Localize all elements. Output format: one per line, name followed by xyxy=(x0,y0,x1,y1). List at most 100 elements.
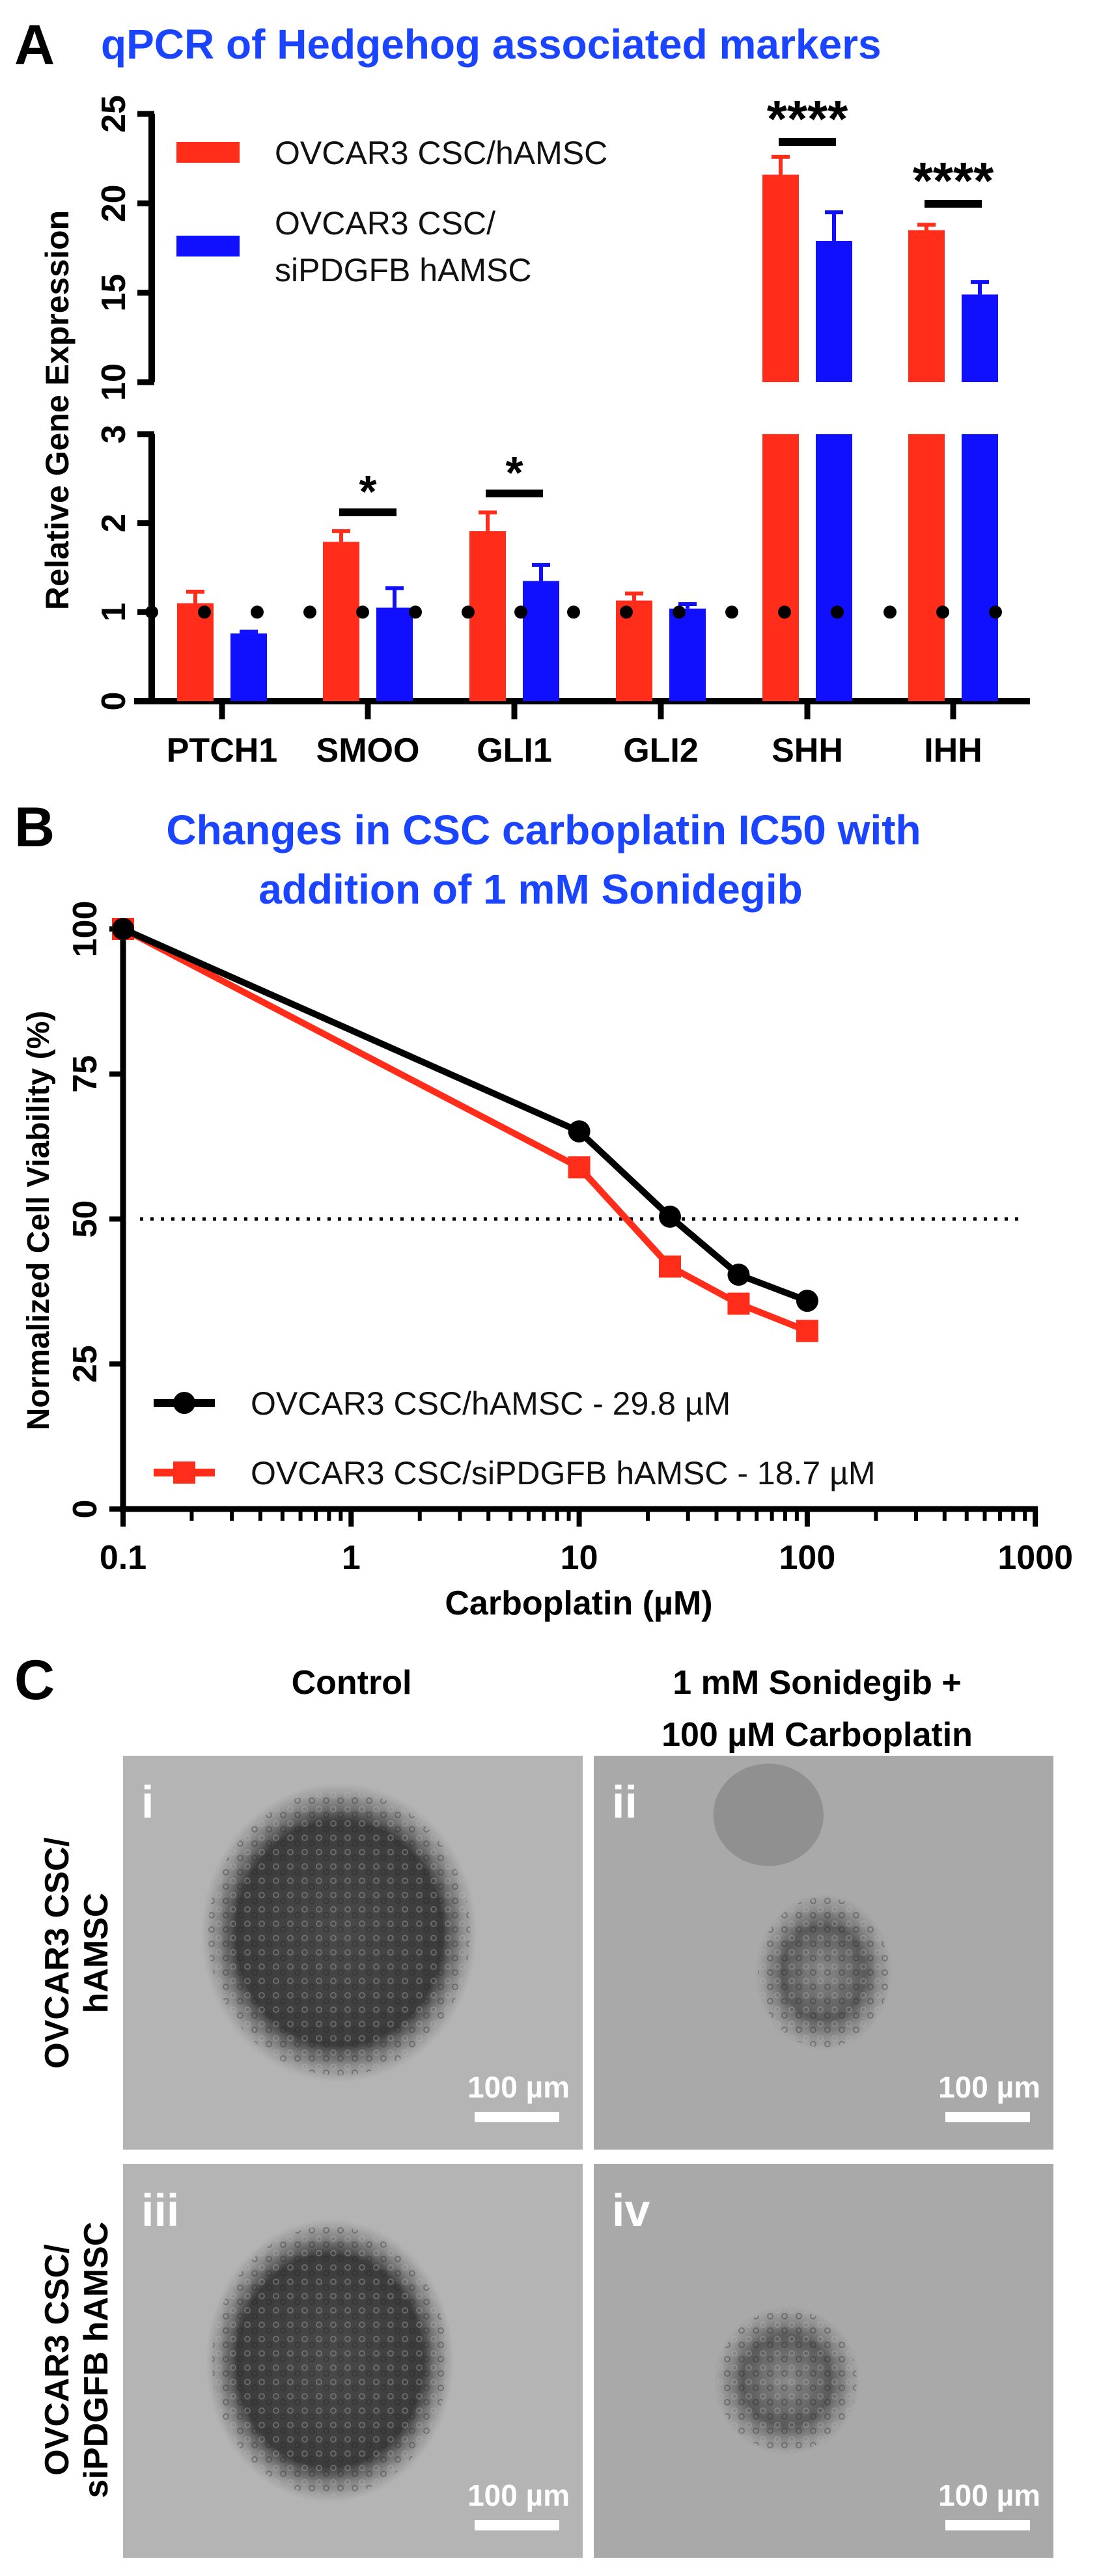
x-tick-label-shh: SHH xyxy=(772,732,843,769)
legend-swatch-hamsc xyxy=(176,142,240,163)
panel-a-title: qPCR of Hedgehog associated markers xyxy=(101,21,882,68)
x-tick-label: 10 xyxy=(561,1539,598,1577)
x-tick-label: 100 xyxy=(779,1539,836,1577)
bar-smoo-hamsc xyxy=(323,542,359,701)
scale-bar xyxy=(475,2520,559,2530)
cell-texture xyxy=(212,2226,448,2496)
y-tick-label: 2 xyxy=(95,514,133,533)
panel-a-legend: OVCAR3 CSC/hAMSC OVCAR3 CSC/siPDGFB hAMSC xyxy=(176,135,607,288)
bar-ptch1-hamsc xyxy=(177,603,214,701)
cell-texture xyxy=(208,1790,471,2075)
panel-label-iii: iii xyxy=(141,2185,179,2236)
scale-bar xyxy=(475,2112,559,2122)
panel-b-ylabel: Normalized Cell Viability (%) xyxy=(21,1011,56,1431)
y-tick-label: 75 xyxy=(66,1055,104,1093)
y-tick-label: 15 xyxy=(95,274,133,312)
reference-dot xyxy=(198,605,211,619)
data-point xyxy=(796,1320,818,1342)
x-tick-label: 0.1 xyxy=(100,1539,146,1577)
bar-ihh-hamsc-lower xyxy=(908,434,945,701)
bar-gli2-sipdgfb xyxy=(669,608,706,701)
panel-c-label: C xyxy=(14,1649,55,1711)
y-tick-label: 3 xyxy=(95,424,133,443)
legend-marker xyxy=(173,1392,195,1414)
scale-bar-label: 100 µm xyxy=(938,2070,1040,2104)
bar-gli1-sipdgfb xyxy=(523,581,559,701)
scale-bar xyxy=(945,2112,1030,2122)
legend-label-sipdgfb-line2: siPDGFB hAMSC xyxy=(275,252,532,288)
column-header-treatment-line1: 1 mM Sonidegib + xyxy=(673,1664,962,1702)
micrograph-grid: i 100 µm ii 100 µm iii 100 µm iv 100 µm xyxy=(123,1756,1053,2558)
reference-dot xyxy=(883,605,897,619)
row-header-2-line1: OVCAR3 CSC/ xyxy=(38,2244,76,2475)
reference-dot xyxy=(356,605,369,619)
row-header-2-line2: siPDGFB hAMSC xyxy=(77,2222,115,2499)
reference-dot xyxy=(251,605,264,619)
y-tick-label: 10 xyxy=(95,363,133,401)
panel-b-chart: 0 25 50 75 100 0.1 1 10 100 1000 OVCAR3 CSC/hAMSC … xyxy=(66,901,1073,1577)
reference-dot xyxy=(514,605,527,619)
bar-shh-hamsc-lower xyxy=(762,434,799,701)
y-tick-label: 100 xyxy=(66,901,104,958)
row-header-1-line2: hAMSC xyxy=(77,1893,115,2014)
scale-bar-label: 100 µm xyxy=(467,2478,570,2512)
scale-bar-label: 100 µm xyxy=(938,2478,1040,2512)
reference-dot xyxy=(462,605,475,619)
x-tick-label-ptch1: PTCH1 xyxy=(167,732,277,769)
legend-label-sipdgfb-line1: OVCAR3 CSC/ xyxy=(275,205,495,242)
legend-swatch-sipdgfb xyxy=(176,236,240,256)
panel-label-ii: ii xyxy=(612,1777,637,1827)
legend-label: OVCAR3 CSC/hAMSC - 29.8 µM xyxy=(251,1385,730,1422)
panel-b-title-line1: Changes in CSC carboplatin IC50 with xyxy=(166,807,921,853)
bar-shh-sipdgfb-lower xyxy=(816,434,852,701)
reference-dot xyxy=(567,605,580,619)
micrograph-iii: iii 100 µm xyxy=(123,2164,583,2558)
legend-label: OVCAR3 CSC/siPDGFB hAMSC - 18.7 µM xyxy=(251,1455,876,1491)
x-tick-label-ihh: IHH xyxy=(924,732,982,769)
reference-dot xyxy=(673,605,686,619)
y-tick-label: 25 xyxy=(66,1345,104,1383)
micrograph-i: i 100 µm xyxy=(123,1756,583,2150)
scale-bar-label: 100 µm xyxy=(467,2070,570,2104)
panel-a-ylabel: Relative Gene Expression xyxy=(39,210,76,610)
significance-label: **** xyxy=(913,152,994,210)
panel-b-legend: OVCAR3 CSC/hAMSC - 29.8 µM OVCAR3 CSC/siP… xyxy=(154,1385,876,1491)
data-point xyxy=(568,1120,591,1143)
row-header-1-line1: OVCAR3 CSC/ xyxy=(38,1837,76,2068)
data-point xyxy=(796,1290,818,1312)
x-tick-label-smoo: SMOO xyxy=(316,732,420,769)
cell-texture xyxy=(758,1897,889,2047)
legend-marker xyxy=(173,1461,195,1484)
y-tick-label: 0 xyxy=(95,692,133,711)
reference-dot xyxy=(620,605,633,619)
data-point xyxy=(568,1156,591,1179)
reference-dot xyxy=(778,605,791,619)
bar-gli2-hamsc xyxy=(616,600,652,701)
cell-debris xyxy=(713,1764,824,1866)
bar-smoo-sipdgfb xyxy=(376,607,413,701)
data-point xyxy=(727,1292,750,1315)
reference-dot xyxy=(303,605,316,619)
x-tick-label: 1 xyxy=(342,1539,361,1577)
panel-label-i: i xyxy=(141,1777,154,1827)
panel-b-xlabel: Carboplatin (µM) xyxy=(445,1585,712,1622)
bar-gli1-hamsc xyxy=(469,531,506,701)
y-tick-label: 20 xyxy=(95,184,133,222)
x-tick-label-gli2: GLI2 xyxy=(623,732,699,769)
panel-b-title-line2: addition of 1 mM Sonidegib xyxy=(258,866,803,913)
reference-dot xyxy=(409,605,422,619)
reference-dot xyxy=(989,605,1002,619)
cell-texture xyxy=(717,2309,857,2452)
micrograph-iv: iv 100 µm xyxy=(594,2164,1053,2558)
column-header-treatment-line2: 100 µM Carboplatin xyxy=(661,1716,973,1754)
x-tick-label-gli1: GLI1 xyxy=(477,732,552,769)
reference-dot xyxy=(145,605,158,619)
scale-bar xyxy=(945,2520,1030,2530)
micrograph-ii: ii 100 µm xyxy=(594,1756,1053,2150)
series-line-sipdgfb xyxy=(121,926,809,1335)
bar-ihh-hamsc-upper xyxy=(908,230,945,382)
bar-shh-hamsc-upper xyxy=(762,174,799,382)
significance-label: * xyxy=(505,447,523,498)
